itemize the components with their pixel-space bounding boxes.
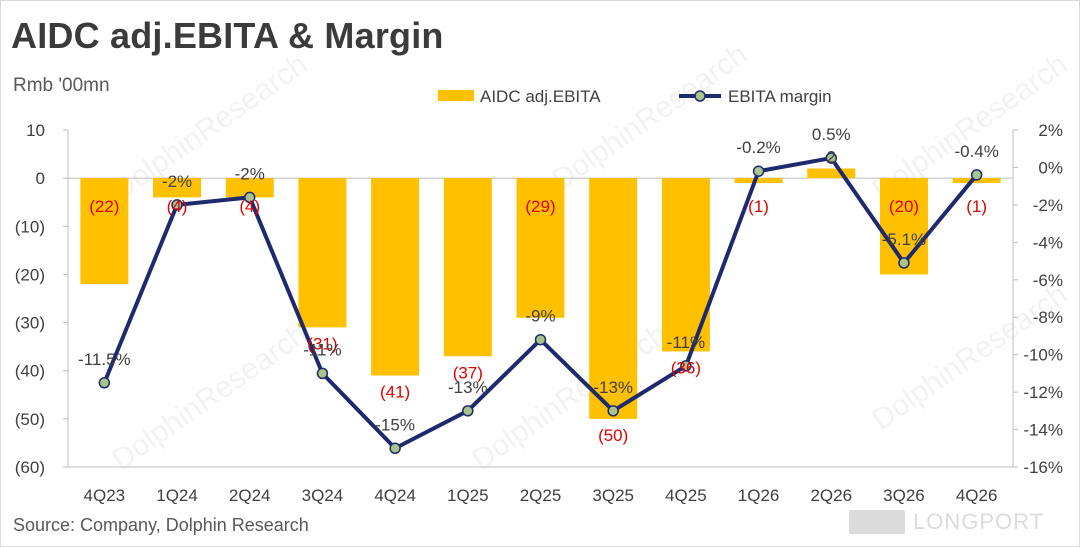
x-tick-label: 1Q26 bbox=[738, 486, 780, 505]
margin-marker bbox=[607, 405, 619, 417]
margin-value-label: -13% bbox=[593, 378, 633, 397]
legend-line-label: EBITA margin bbox=[728, 87, 832, 106]
brand-name: LONGPORT bbox=[913, 509, 1045, 534]
right-tick-label: -12% bbox=[1023, 383, 1063, 402]
x-tick-label: 2Q25 bbox=[520, 486, 562, 505]
left-tick-label: 10 bbox=[26, 121, 45, 140]
margin-marker bbox=[898, 257, 910, 269]
watermark-text: DolphinResearch bbox=[106, 318, 313, 477]
margin-marker bbox=[825, 152, 838, 164]
margin-value-label: -0.2% bbox=[736, 138, 780, 157]
x-tick-label: 1Q24 bbox=[156, 486, 198, 505]
right-tick-label: -4% bbox=[1033, 233, 1063, 252]
margin-marker bbox=[98, 377, 111, 389]
chart-title: AIDC adj.EBITA & Margin bbox=[11, 15, 444, 56]
bar bbox=[443, 178, 492, 357]
bar bbox=[371, 178, 420, 376]
bar-value-label: (41) bbox=[380, 383, 410, 402]
bar bbox=[153, 178, 202, 198]
legend-bar-swatch bbox=[438, 90, 474, 101]
source-note: Source: Company, Dolphin Research bbox=[13, 515, 309, 535]
margin-line-layer bbox=[98, 152, 983, 455]
right-tick-label: -16% bbox=[1023, 458, 1063, 477]
bar-value-label: (4) bbox=[239, 197, 260, 216]
bar bbox=[734, 178, 783, 183]
left-tick-label: (60) bbox=[15, 458, 45, 477]
margin-value-label: -11% bbox=[667, 333, 705, 352]
right-tick-label: 2% bbox=[1038, 121, 1063, 140]
watermark-text: DolphinResearch bbox=[106, 48, 313, 207]
legend-line-marker bbox=[694, 90, 706, 102]
margin-value-label: -11% bbox=[303, 340, 341, 359]
data-labels-layer: (22) (4) (4) (31) (41) (37) (29) (50) (36) (1) 2 (2… bbox=[78, 125, 999, 445]
x-tick-label: 2Q24 bbox=[229, 486, 271, 505]
margin-value-label: 0.5% bbox=[812, 125, 851, 144]
bar-value-label: (50) bbox=[598, 426, 628, 445]
brand-logo-icon bbox=[849, 510, 905, 534]
margin-value-label: -5.1% bbox=[882, 230, 926, 249]
margin-value-label: -15% bbox=[375, 415, 415, 434]
watermark-text: DolphinResearch bbox=[466, 318, 673, 477]
x-tick-label: 3Q24 bbox=[302, 486, 344, 505]
bar-value-label: (1) bbox=[966, 197, 987, 216]
x-tick-label: 3Q26 bbox=[883, 486, 925, 505]
right-tick-label: -2% bbox=[1033, 196, 1063, 215]
x-tick-label: 4Q25 bbox=[665, 486, 707, 505]
margin-marker bbox=[970, 169, 983, 181]
margin-marker bbox=[389, 442, 401, 455]
bar bbox=[807, 168, 856, 179]
left-tick-label: (30) bbox=[15, 314, 45, 333]
bar-value-label: 2 bbox=[827, 148, 836, 167]
margin-marker bbox=[680, 360, 692, 372]
x-tick-label: 4Q24 bbox=[374, 486, 416, 505]
x-tick-label: 1Q25 bbox=[447, 486, 489, 505]
bar bbox=[516, 178, 565, 318]
bar-value-label: (31) bbox=[307, 334, 337, 353]
bar-value-label: (22) bbox=[89, 197, 119, 216]
x-tick-label: 4Q23 bbox=[84, 486, 126, 505]
margin-marker bbox=[171, 199, 183, 211]
right-tick-label: 0% bbox=[1038, 158, 1063, 177]
legend-bar-label: AIDC adj.EBITA bbox=[480, 87, 601, 106]
brand-watermark: LONGPORT bbox=[849, 507, 1069, 537]
margin-value-label: -0.4% bbox=[954, 142, 998, 161]
margin-value-label: -13% bbox=[448, 378, 488, 397]
unit-label: Rmb '00mn bbox=[13, 75, 110, 96]
bar-value-label: (29) bbox=[525, 197, 555, 216]
bar-value-label: (36) bbox=[671, 358, 701, 377]
left-tick-label: (40) bbox=[15, 362, 45, 381]
bar-value-label: (20) bbox=[889, 197, 919, 216]
left-tick-label: (20) bbox=[15, 265, 45, 284]
bar bbox=[225, 178, 274, 198]
margin-value-label: -2% bbox=[162, 172, 192, 191]
bar bbox=[80, 178, 129, 285]
margin-value-label: -11.5% bbox=[78, 350, 131, 369]
left-tick-label: (50) bbox=[15, 410, 45, 429]
margin-marker bbox=[316, 367, 329, 380]
left-tick-label: (10) bbox=[15, 217, 45, 236]
margin-marker bbox=[243, 191, 256, 204]
bar-value-label: (1) bbox=[748, 197, 769, 216]
bar bbox=[298, 178, 347, 328]
x-tick-label: 2Q26 bbox=[810, 486, 852, 505]
legend: AIDC adj.EBITA EBITA margin bbox=[438, 87, 832, 106]
margin-value-label: -9% bbox=[525, 307, 555, 326]
right-tick-label: -6% bbox=[1033, 271, 1063, 290]
left-tick-label: 0 bbox=[36, 169, 45, 188]
x-tick-label: 3Q25 bbox=[592, 486, 634, 505]
right-tick-label: -10% bbox=[1023, 346, 1063, 365]
right-tick-label: -14% bbox=[1023, 421, 1063, 440]
bar-value-label: (4) bbox=[167, 197, 188, 216]
x-tick-label: 4Q26 bbox=[956, 486, 998, 505]
margin-marker bbox=[462, 405, 474, 417]
bar-value-label: (37) bbox=[453, 363, 483, 382]
margin-value-label: -2% bbox=[235, 164, 265, 183]
watermark-text: DolphinResearch bbox=[546, 38, 753, 197]
bar bbox=[589, 178, 638, 419]
right-tick-label: -8% bbox=[1033, 308, 1063, 327]
margin-marker bbox=[534, 333, 547, 346]
margin-marker bbox=[752, 165, 765, 177]
